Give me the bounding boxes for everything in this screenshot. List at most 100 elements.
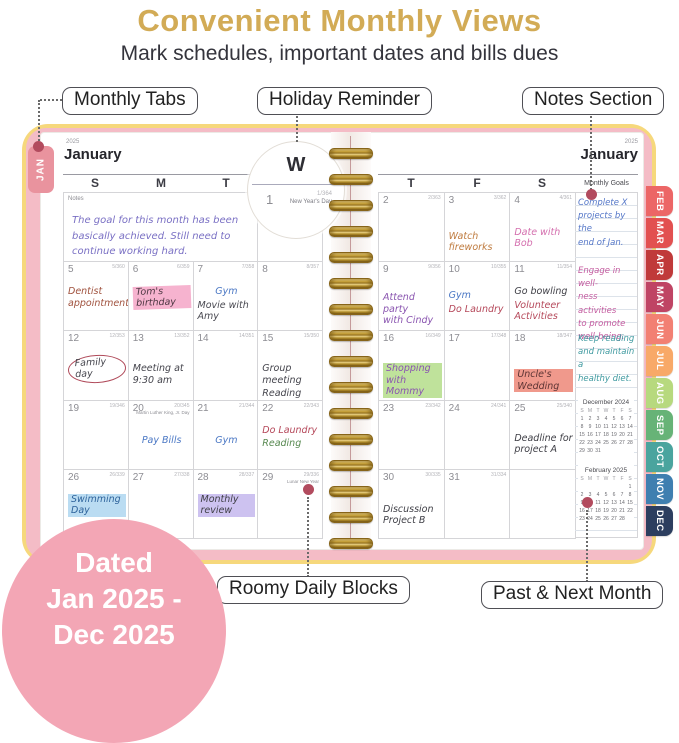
day-cell: 21 21/344 Gym bbox=[193, 400, 259, 470]
mini-day-cell: 16 bbox=[579, 508, 585, 514]
spiral-ring bbox=[329, 200, 373, 211]
page-seam bbox=[350, 136, 351, 546]
day-cell: 24 24/341 bbox=[444, 400, 511, 470]
events: Dentist appointment bbox=[68, 286, 129, 311]
day-of-year: 8/357 bbox=[306, 264, 319, 271]
day-number: 22 bbox=[262, 402, 274, 414]
day-of-year: 26/339 bbox=[109, 471, 125, 478]
day-of-year: 21/344 bbox=[238, 402, 255, 409]
event-label: Gym bbox=[215, 434, 238, 446]
event-label: Gym bbox=[215, 286, 238, 298]
event-text: Uncle's Wedding bbox=[514, 369, 573, 393]
day-cell: 12 12/353 Family day bbox=[64, 331, 129, 401]
event-label: Dentist appointment bbox=[68, 286, 129, 309]
day-of-year: 31/334 bbox=[491, 471, 507, 478]
day-cell: 3 3/362 Watch fireworks bbox=[444, 193, 511, 263]
day-of-year: 11/354 bbox=[557, 264, 572, 271]
day-cell: 30 30/335 Discussion Project B bbox=[379, 469, 445, 539]
mini-day-cell bbox=[586, 483, 594, 491]
left-page-year: 2025 bbox=[66, 139, 80, 145]
mini-day-cell bbox=[578, 483, 586, 491]
day-cell: 25 25/340 Deadline for project A bbox=[510, 400, 576, 470]
mini-day-cell bbox=[602, 483, 610, 491]
connector-monthly-tabs-v bbox=[38, 100, 40, 144]
day-of-year: 28/337 bbox=[238, 471, 255, 478]
day-of-year: 2/363 bbox=[428, 195, 441, 201]
day-cell: 7 7/358 Gym Movie with Amy bbox=[193, 262, 259, 332]
mini-day-cell: 23 bbox=[587, 440, 593, 446]
mini-day-cell: 7 bbox=[628, 416, 632, 422]
day-cell: 20 20/345 Martin Luther King, Jr. Day Pay B… bbox=[128, 400, 194, 470]
right-header-line bbox=[378, 174, 638, 175]
spiral-ring bbox=[329, 486, 373, 497]
mini-day-cell: 2 bbox=[580, 492, 584, 498]
spiral-ring bbox=[329, 356, 373, 367]
right-page-month: January bbox=[580, 146, 638, 163]
event-label: Uncle's Wedding bbox=[514, 369, 573, 393]
magnifier-corner: 1/364 bbox=[316, 191, 332, 197]
connector-roomy-daily-blocks bbox=[307, 497, 309, 577]
day-of-year: 22/343 bbox=[303, 402, 319, 409]
events: Uncle's Wedding bbox=[514, 355, 573, 394]
spiral-ring bbox=[329, 538, 373, 549]
right-page-year: 2025 bbox=[624, 139, 638, 145]
connector-past-next-month bbox=[586, 510, 588, 582]
event-label: Volunteer Activities bbox=[514, 299, 561, 322]
mini-day-cell: 28 bbox=[619, 516, 625, 522]
monthly-goals-label: Monthly Goals bbox=[584, 180, 629, 187]
mini-head-cell: T bbox=[596, 476, 600, 482]
mini-day-cell: 19 bbox=[611, 432, 617, 438]
callout-roomy-daily-blocks: Roomy Daily Blocks bbox=[217, 576, 410, 604]
event-label: Movie with Amy bbox=[197, 299, 249, 322]
spiral-ring bbox=[329, 512, 373, 523]
event-text: Meeting at 9:30 am bbox=[133, 363, 191, 386]
events: Watch fireworks bbox=[449, 217, 508, 256]
day-of-year: 14/351 bbox=[238, 333, 255, 340]
spiral-ring bbox=[329, 460, 373, 471]
day-of-year: 7/358 bbox=[241, 264, 255, 271]
day-number: 13 bbox=[132, 333, 144, 345]
day-of-year: 17/348 bbox=[491, 333, 507, 340]
tab-aug: AUG bbox=[646, 378, 673, 408]
events: Swimming Day bbox=[68, 493, 126, 519]
mini-head-cell: T bbox=[612, 408, 616, 414]
events: Gym Movie with Amy bbox=[198, 286, 256, 324]
spiral-ring bbox=[329, 408, 373, 419]
tab-jun: JUN bbox=[646, 314, 673, 344]
connector-monthly-tabs-h bbox=[40, 99, 62, 101]
day-of-year: 13/352 bbox=[174, 333, 190, 340]
mini-day-cell: 12 bbox=[603, 500, 609, 506]
spiral-ring bbox=[329, 252, 373, 263]
day-number: 12 bbox=[68, 333, 80, 345]
events: Discussion Project B bbox=[383, 494, 442, 529]
day-cell: 13 13/352 Meeting at 9:30 am bbox=[128, 331, 194, 401]
events: Deadline for project A bbox=[514, 425, 573, 458]
connector-notes-section bbox=[590, 112, 592, 190]
spiral-ring bbox=[329, 278, 373, 289]
day-of-year: 19/346 bbox=[109, 402, 125, 409]
mini-head-cell: M bbox=[587, 476, 593, 482]
day-number: 30 bbox=[383, 471, 395, 483]
day-of-year: 10/355 bbox=[491, 264, 507, 271]
mini-day-cell: 18 bbox=[603, 432, 609, 438]
day-cell: 8 8/357 bbox=[258, 262, 323, 332]
mini-day-cell: 9 bbox=[588, 424, 592, 430]
mini-day-cell: 15 bbox=[627, 500, 633, 506]
day-of-year: 25/340 bbox=[556, 402, 572, 409]
events: Group meeting Reading bbox=[262, 355, 320, 399]
mini-week-row: 16 17 18 19 20 21 22 bbox=[578, 507, 634, 515]
event-text: Movie with Amy bbox=[198, 300, 256, 323]
day-of-year: 16/349 bbox=[425, 333, 441, 340]
day-cell: 14 14/351 bbox=[193, 331, 259, 401]
mini-day-cell: 25 bbox=[603, 440, 609, 446]
day-cell: 19 19/346 bbox=[64, 400, 129, 470]
event-text: Date with Bob bbox=[514, 227, 573, 250]
mini-day-cell: 17 bbox=[595, 432, 601, 438]
event-label: Watch fireworks bbox=[448, 231, 493, 254]
mini-day-cell bbox=[626, 447, 634, 455]
badge-line-1: Dated bbox=[75, 547, 153, 578]
mini-day-cell: 12 bbox=[611, 424, 617, 430]
mini-head-cell: M bbox=[587, 408, 593, 414]
